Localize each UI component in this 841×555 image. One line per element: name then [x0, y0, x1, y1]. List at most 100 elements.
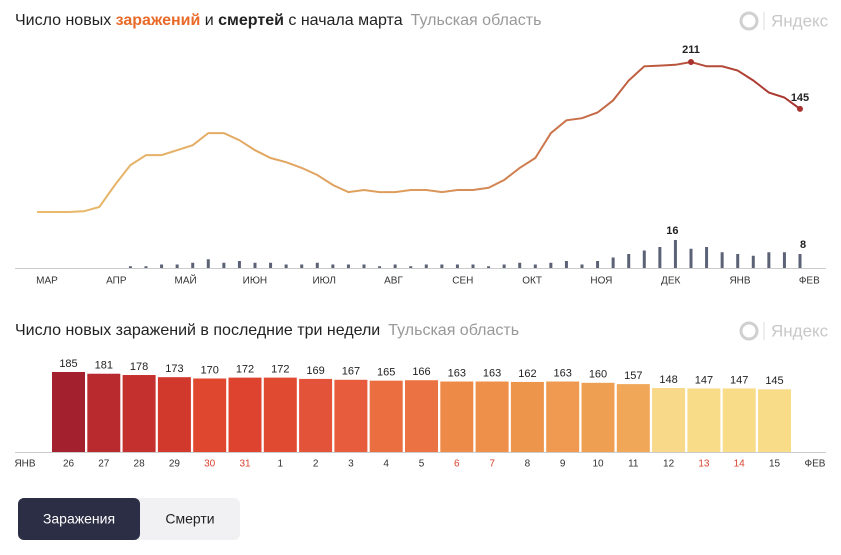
bar — [87, 373, 121, 452]
bar — [263, 377, 297, 452]
tab-label[interactable]: Смерти — [165, 511, 214, 527]
x-tick-label: МАЙ — [175, 274, 197, 287]
death-bar — [300, 264, 304, 268]
value-label: 147 — [695, 374, 713, 386]
death-bar — [455, 264, 459, 268]
death-bar — [720, 252, 724, 268]
death-bar — [160, 264, 164, 268]
bar — [546, 381, 580, 452]
value-label: 169 — [306, 365, 324, 377]
death-bar — [564, 261, 568, 268]
death-bar — [237, 261, 241, 268]
death-bar — [284, 264, 288, 268]
tab-label[interactable]: Заражения — [43, 511, 115, 527]
value-label: 145 — [765, 375, 783, 387]
value-label: 145 — [791, 92, 809, 104]
death-bar — [315, 262, 319, 268]
death-bar — [705, 247, 709, 268]
title-part: смертей — [218, 12, 284, 29]
death-bar — [424, 264, 428, 268]
value-label: 157 — [624, 370, 642, 382]
x-tick-label: ДЕК — [661, 276, 680, 287]
bar — [475, 381, 509, 452]
value-label: 211 — [682, 44, 700, 56]
title: Число новых заражений в последние три не… — [15, 322, 380, 339]
x-tick-label: МАР — [36, 276, 58, 287]
x-tick-label: 26 — [63, 459, 75, 470]
subtitle: Тульская область — [411, 12, 542, 29]
x-tick-label: ИЮЛ — [312, 276, 335, 287]
bar — [581, 382, 615, 452]
x-tick-label: 8 — [525, 459, 531, 470]
x-tick-label: 14 — [734, 459, 746, 470]
value-label: 181 — [95, 360, 113, 372]
tab[interactable] — [18, 498, 140, 540]
value-label: 163 — [483, 367, 501, 379]
value-label: 16 — [666, 225, 678, 237]
value-label: 172 — [271, 364, 289, 376]
death-bar — [206, 259, 210, 268]
bar — [228, 377, 262, 452]
value-label: 163 — [554, 367, 572, 379]
bar — [758, 389, 791, 452]
value-label: 165 — [377, 367, 395, 379]
death-bar — [627, 254, 631, 268]
death-bar — [673, 240, 677, 268]
death-bar — [658, 247, 662, 268]
death-bar — [533, 264, 537, 268]
x-tick-label: ЯНВ — [729, 276, 750, 287]
death-bar — [128, 266, 132, 268]
value-label: 8 — [800, 239, 806, 251]
bar — [722, 388, 756, 452]
value-label: 173 — [165, 363, 183, 375]
death-bar — [502, 264, 506, 268]
x-tick-label: 1 — [278, 459, 284, 470]
value-label: 178 — [130, 361, 148, 373]
x-tick-label: 15 — [769, 459, 781, 470]
x-tick-label: СЕН — [452, 276, 473, 287]
x-tick-label: 11 — [628, 459, 639, 470]
death-bar — [409, 266, 413, 268]
value-label: 160 — [589, 369, 607, 381]
x-tick-label: ИЮН — [243, 276, 268, 287]
x-tick-label: 7 — [489, 459, 495, 470]
chart-title: Число новых заражений и смертей с начала… — [15, 12, 541, 29]
x-tick-label: 29 — [169, 459, 181, 470]
bar — [616, 384, 650, 452]
x-tick-label: АПР — [106, 276, 127, 287]
value-label: 147 — [730, 374, 748, 386]
death-bar — [175, 264, 179, 268]
bar — [52, 372, 85, 452]
logo-text: Яндекс — [771, 321, 829, 340]
value-label: 163 — [448, 367, 466, 379]
x-tick-label: 10 — [592, 459, 604, 470]
bar — [405, 380, 438, 452]
death-bar — [642, 250, 646, 268]
death-bar — [440, 264, 444, 268]
death-bar — [471, 264, 475, 268]
x-tick-label: АВГ — [384, 276, 403, 287]
tabs: Заражения Смерти — [18, 498, 240, 540]
value-label: 166 — [412, 366, 430, 378]
death-bar — [269, 262, 273, 268]
bar — [440, 381, 474, 452]
x-edge-label: ЯНВ — [14, 459, 35, 470]
death-bar — [518, 262, 522, 268]
death-bar — [580, 264, 584, 268]
death-bar — [253, 262, 257, 268]
point — [688, 59, 694, 65]
bar — [334, 379, 368, 452]
death-bar — [222, 262, 226, 268]
x-tick-label: НОЯ — [590, 276, 612, 287]
chart-title: Число новых заражений в последние три не… — [15, 322, 519, 339]
x-tick-label: ФЕВ — [799, 276, 820, 287]
death-bar — [782, 252, 786, 268]
x-tick-label: 12 — [663, 459, 675, 470]
death-bar — [191, 262, 195, 268]
death-bar — [798, 254, 802, 268]
title-part: и — [200, 12, 218, 29]
logo-icon — [739, 321, 759, 341]
x-tick-label: 2 — [313, 459, 319, 470]
bar — [193, 378, 227, 452]
value-label: 172 — [236, 364, 254, 376]
